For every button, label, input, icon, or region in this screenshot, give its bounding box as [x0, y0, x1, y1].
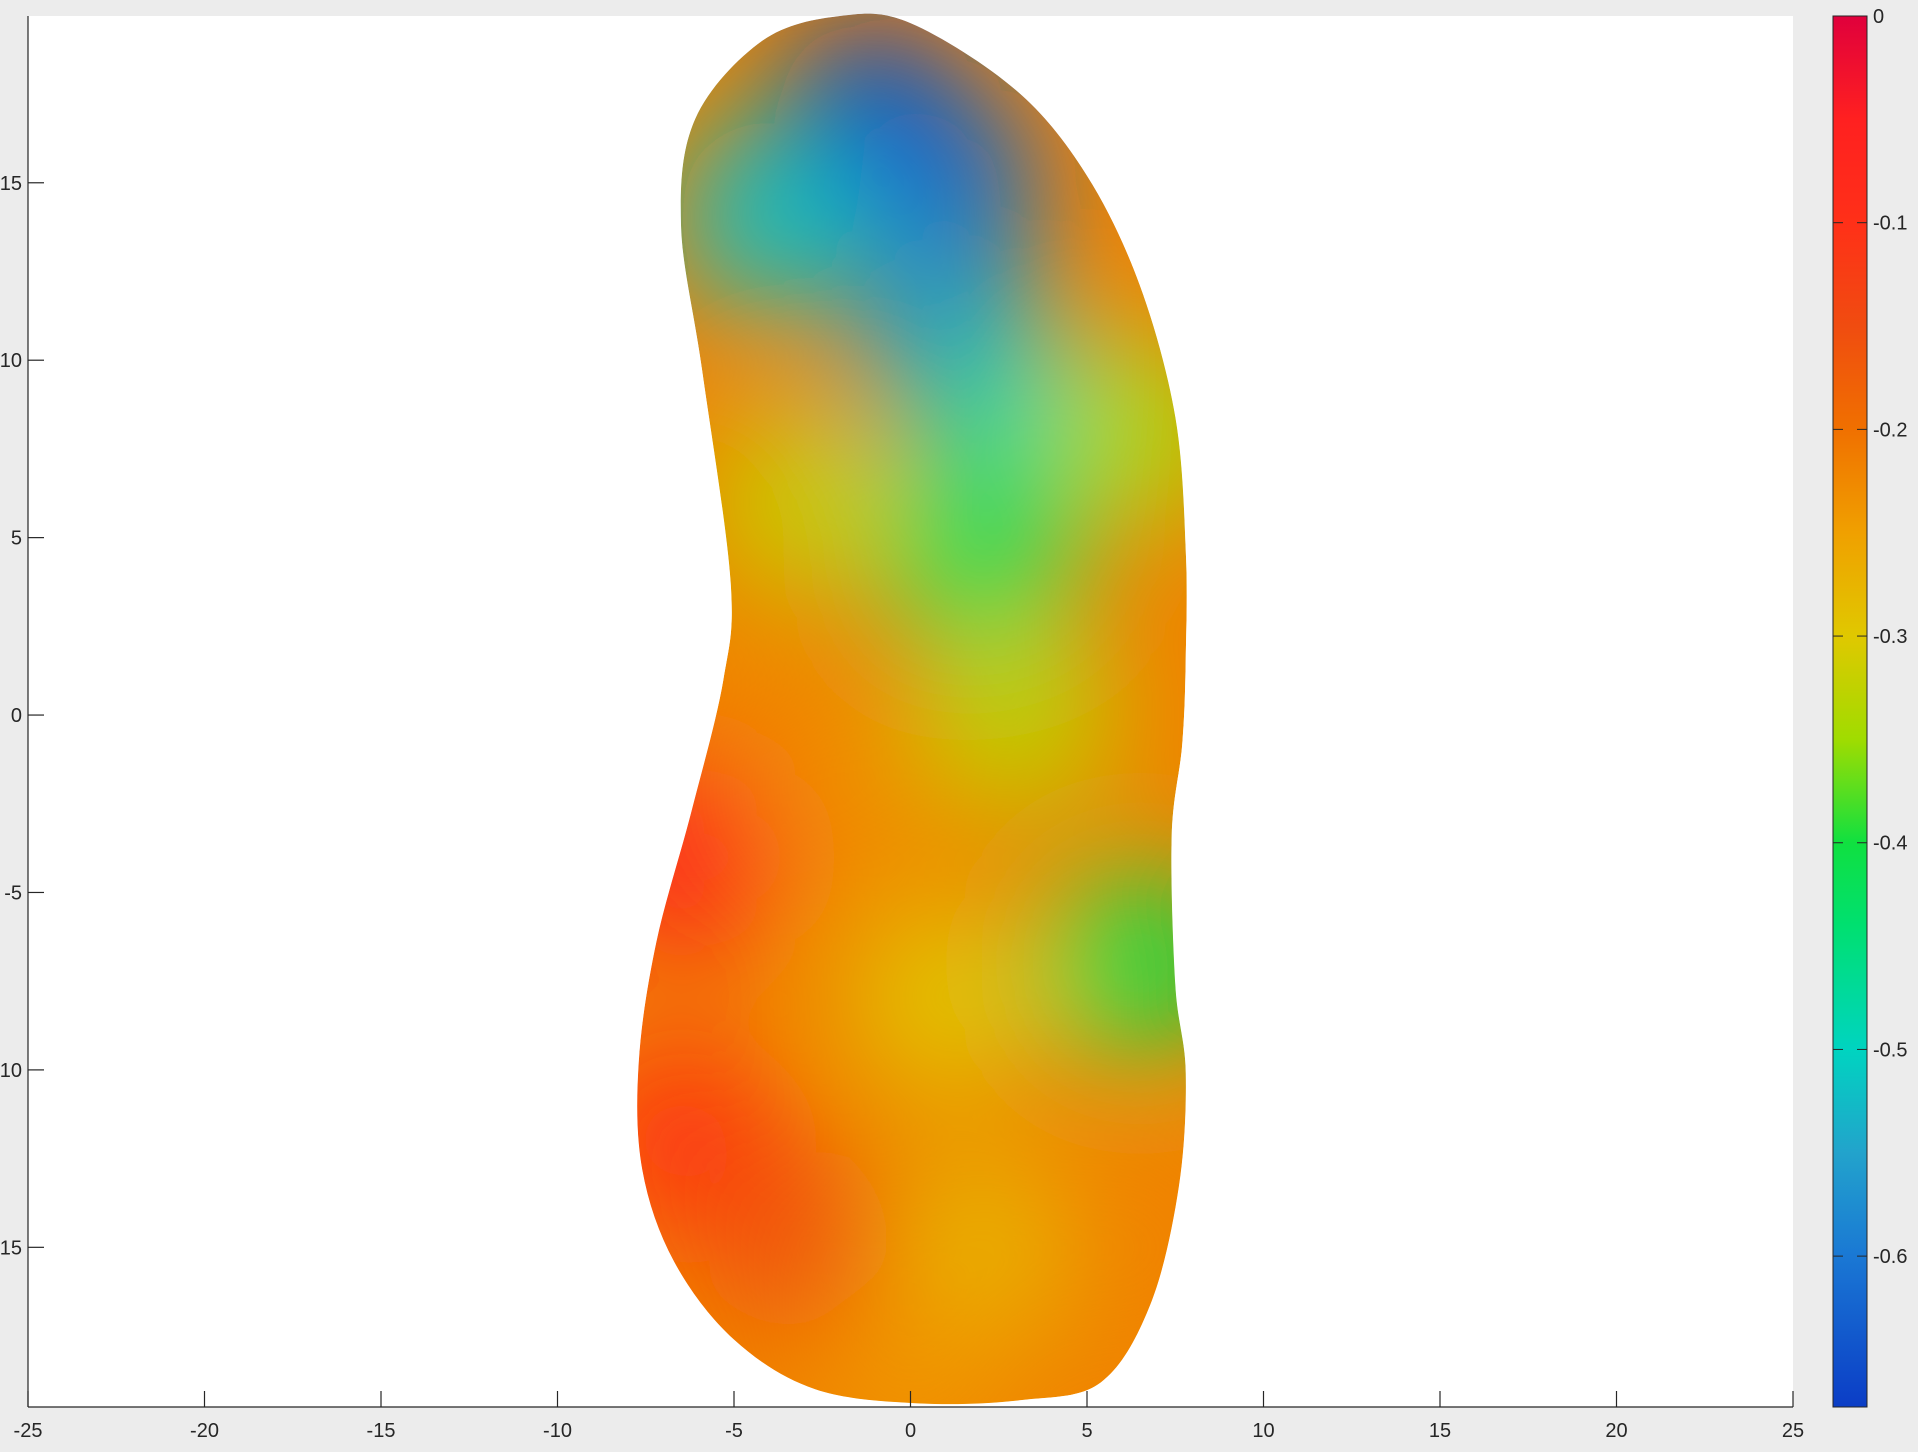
field-sample: [850, 87, 1041, 278]
field-sample: [886, 460, 1077, 651]
colorbar-tick-label: 0: [1873, 6, 1884, 28]
x-tick-label: -10: [543, 1420, 572, 1442]
y-tick-label: 10: [0, 350, 22, 372]
field-sample: [744, 691, 935, 881]
colorbar-tick-label: -0.4: [1873, 833, 1907, 855]
x-tick-label: -5: [725, 1420, 743, 1442]
colorbar-tick-label: -0.5: [1873, 1039, 1907, 1061]
field-blobs: [637, 16, 1187, 1405]
colorbar-bar: [1832, 15, 1868, 1408]
y-tick-label: 5: [11, 528, 22, 550]
heatmap-field: [637, 13, 1187, 1405]
field-sample: [637, 1045, 776, 1236]
colorbar-tick-label: -0.3: [1873, 626, 1907, 648]
x-tick-label: 15: [1429, 1420, 1451, 1442]
x-tick-label: 20: [1605, 1420, 1627, 1442]
colorbar-tick-label: -0.1: [1873, 213, 1907, 235]
x-tick-label: 0: [905, 1420, 916, 1442]
field-sample: [637, 762, 776, 952]
field-sample: [709, 407, 900, 598]
field-sample: [1045, 868, 1187, 1059]
x-tick-label: 5: [1081, 1420, 1092, 1442]
field-sample: [1045, 1152, 1187, 1343]
field-sample: [674, 123, 865, 314]
y-tick-label: -10: [0, 1060, 22, 1082]
x-tick-label: 25: [1782, 1420, 1804, 1442]
colorbar-tick-label: -0.2: [1873, 419, 1907, 441]
colorbar-tick-label: -0.6: [1873, 1246, 1907, 1268]
x-tick-label: 10: [1252, 1420, 1274, 1442]
axes: -25 -20 -15 -10 -5 0 5 10 15 20 25 -15 -10 -5 0 5 10 15: [0, 16, 1804, 1442]
field-sample: [850, 903, 1041, 1094]
y-tick-label: 15: [0, 173, 22, 195]
x-tick-label: -15: [367, 1420, 396, 1442]
field-sample: [921, 620, 1112, 810]
x-tick-label: -20: [190, 1420, 219, 1442]
y-tick-label: -15: [0, 1237, 22, 1259]
colorbar: 0 -0.1 -0.2 -0.3 -0.4 -0.5 -0.6: [1832, 6, 1907, 1408]
y-tick-label: -5: [4, 882, 22, 904]
field-sample: [709, 1152, 900, 1343]
y-tick-label: 0: [11, 705, 22, 727]
field-sample: [815, 1276, 1006, 1405]
x-tick-label: -25: [14, 1420, 43, 1442]
field-sample: [1045, 336, 1187, 527]
